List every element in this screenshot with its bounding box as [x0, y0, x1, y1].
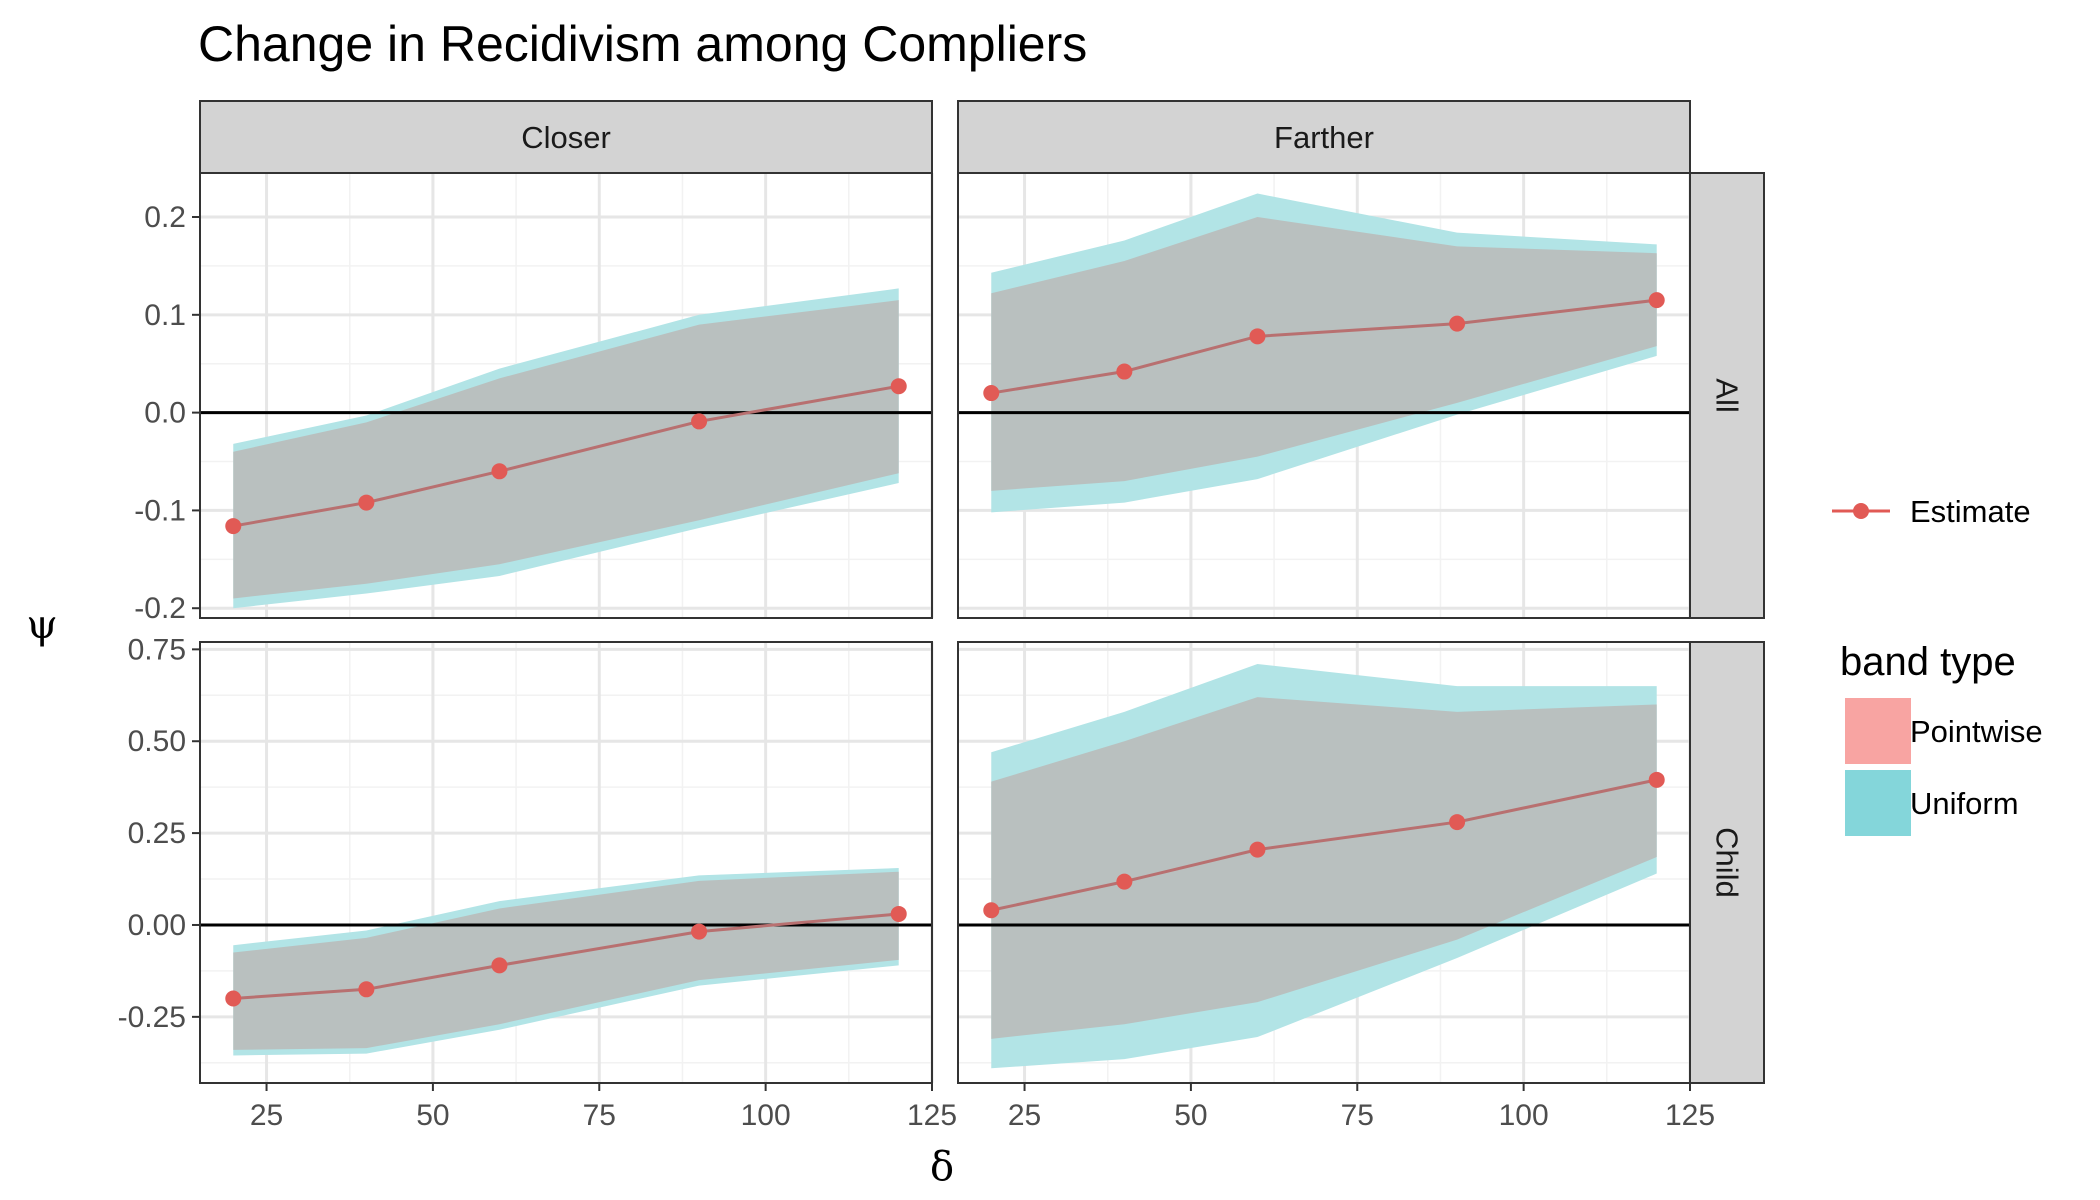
strip-all: All: [1689, 172, 1765, 619]
legend-band-title: band type: [1840, 640, 2016, 684]
estimate-point: [1648, 292, 1665, 309]
x-tick-label: 100: [741, 1099, 791, 1132]
estimate-point: [1648, 771, 1665, 788]
legend-estimate-label: Estimate: [1910, 494, 2031, 529]
estimate-point: [491, 463, 508, 480]
legend-label-uniform: Uniform: [1910, 786, 2019, 821]
y-tick-label: -0.2: [134, 592, 186, 625]
legend-estimate-point: [1853, 503, 1869, 519]
panel-child-closer: [199, 641, 934, 1084]
x-tick-label: 50: [1174, 1099, 1207, 1132]
x-tick-label: 25: [250, 1099, 283, 1132]
legend-swatch-pointwise: [1845, 698, 1911, 764]
estimate-point: [691, 413, 708, 430]
estimate-point: [983, 902, 1000, 919]
strip-background: [1689, 172, 1765, 619]
estimate-point: [225, 990, 242, 1007]
estimate-point: [1116, 873, 1133, 890]
x-tick-label: 75: [1341, 1099, 1374, 1132]
estimate-point: [1116, 363, 1133, 380]
x-tick-label: 125: [1665, 1099, 1715, 1132]
panel-all-closer: [199, 172, 934, 619]
x-tick-label: 75: [583, 1099, 616, 1132]
y-tick-label: -0.25: [118, 1001, 186, 1034]
strip-child: Child: [1689, 641, 1765, 1084]
estimate-point: [890, 378, 907, 395]
strip-background: [1689, 641, 1765, 1084]
strip-label: All: [1710, 378, 1745, 412]
pointwise-band: [233, 871, 899, 1050]
strip-background: [199, 100, 933, 174]
strip-label: Closer: [521, 120, 611, 155]
x-tick-label: 25: [1008, 1099, 1041, 1132]
panel-border: [199, 641, 933, 1084]
y-tick-label: 0.25: [128, 817, 186, 850]
estimate-point: [1449, 814, 1466, 831]
y-tick-label: -0.1: [134, 494, 186, 527]
pointwise-band: [233, 300, 899, 599]
estimate-point: [358, 981, 375, 998]
y-tick-label: 0.0: [144, 397, 186, 430]
chart-title: Change in Recidivism among Compliers: [198, 16, 1087, 72]
strip-closer: Closer: [199, 100, 933, 174]
legend-label-pointwise: Pointwise: [1910, 714, 2043, 749]
x-tick-label: 50: [416, 1099, 449, 1132]
y-tick-label: 0.50: [128, 725, 186, 758]
strip-label: Child: [1710, 827, 1745, 898]
estimate-point: [983, 385, 1000, 402]
estimate-point: [358, 494, 375, 511]
x-tick-label: 100: [1499, 1099, 1549, 1132]
y-tick-label: 0.00: [128, 909, 186, 942]
estimate-point: [225, 518, 242, 535]
panel-all-farther: [957, 172, 1692, 619]
strip-label: Farther: [1274, 120, 1374, 155]
x-axis-title: δ: [930, 1144, 954, 1190]
y-tick-label: 0.1: [144, 299, 186, 332]
pointwise-band: [991, 697, 1657, 1039]
estimate-point: [890, 905, 907, 922]
estimate-point: [1249, 328, 1266, 345]
pointwise-band: [991, 217, 1657, 491]
legend: Estimate band type Pointwise Uniform: [1832, 494, 2043, 836]
estimate-point: [1449, 315, 1466, 332]
legend-swatch-uniform: [1845, 770, 1911, 836]
panel-child-farther: [957, 641, 1692, 1084]
y-tick-label: 0.2: [144, 201, 186, 234]
y-tick-label: 0.75: [128, 633, 186, 666]
estimate-point: [1249, 841, 1266, 858]
estimate-point: [691, 923, 708, 940]
panels-layer: Closer Farther All Child -0.2 -0.1 0.0 0.1 0.2 -0…: [118, 100, 1765, 1132]
y-axis-title: ψ: [26, 602, 57, 648]
estimate-point: [491, 957, 508, 974]
x-tick-label: 125: [907, 1099, 957, 1132]
strip-farther: Farther: [957, 100, 1691, 174]
strip-background: [957, 100, 1691, 174]
